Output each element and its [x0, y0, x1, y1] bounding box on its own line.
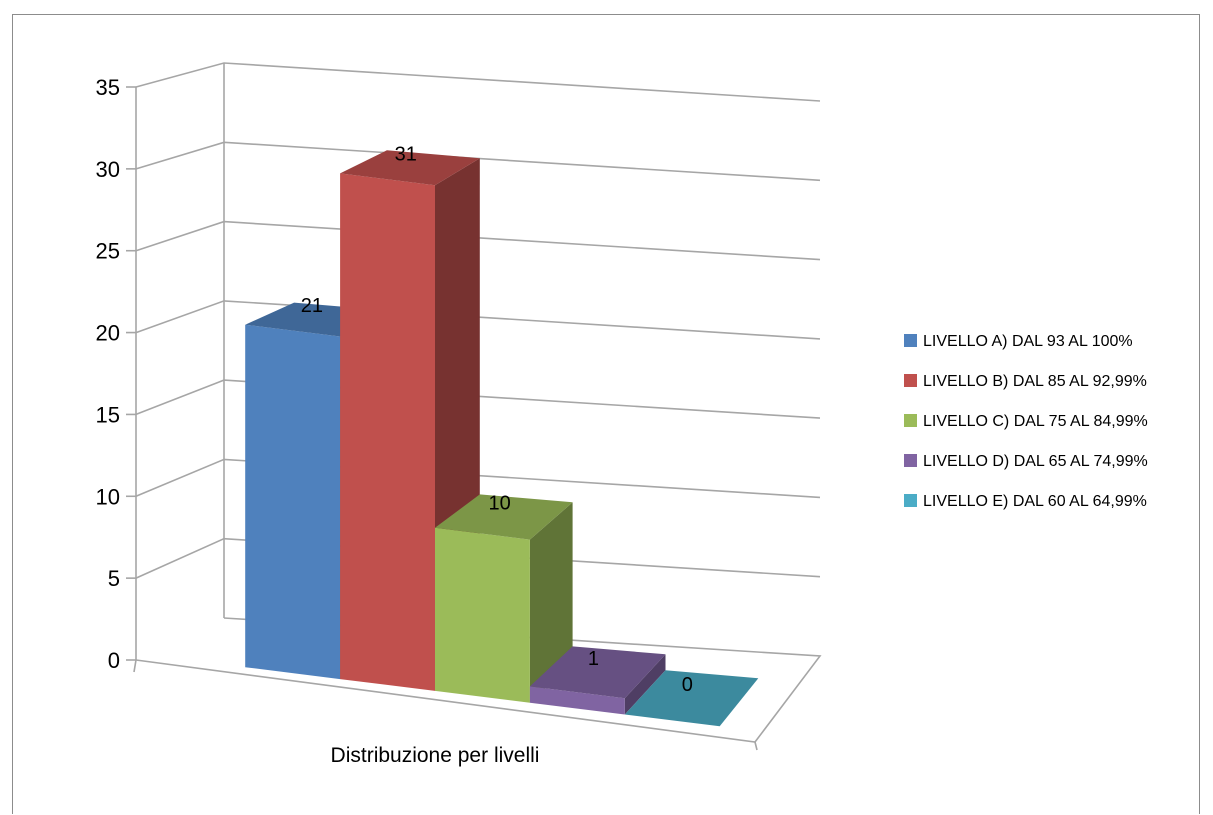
y-tick-label: 30: [96, 157, 120, 182]
bar-top: [529, 646, 666, 699]
gridline: [135, 141, 821, 182]
legend-label: LIVELLO E) DAL 60 AL 64,99%: [923, 493, 1147, 510]
bar-c: [435, 494, 573, 703]
y-tick-label: 10: [96, 484, 120, 509]
bar-e: [624, 670, 759, 727]
gridline: [135, 220, 821, 261]
data-label: 21: [301, 295, 323, 317]
x-axis-title: Distribuzione per livelli: [331, 744, 540, 767]
y-tick-label: 25: [96, 239, 120, 264]
y-tick-label: 0: [108, 648, 120, 673]
gridline: [135, 537, 821, 579]
legend-swatch: [904, 334, 917, 347]
bar-front: [245, 324, 341, 680]
legend-swatch: [904, 454, 917, 467]
gridline: [135, 379, 821, 419]
gridlines: [135, 62, 821, 579]
bar-top: [340, 150, 480, 186]
y-tick-label: 35: [96, 75, 120, 100]
floor-tick: [133, 659, 137, 673]
bar-d: [529, 646, 666, 715]
legend-label: LIVELLO B) DAL 85 AL 92,99%: [923, 373, 1147, 390]
bar-side: [529, 502, 573, 703]
data-label: 31: [395, 143, 417, 165]
bar-side: [624, 654, 666, 715]
data-label: 10: [488, 493, 510, 515]
bar-top: [624, 670, 759, 727]
gridline: [135, 300, 821, 340]
y-axis-ticks: 0 5 10 15 20 25 30 35: [96, 75, 136, 673]
floor-tick: [754, 741, 758, 751]
legend-label: LIVELLO C) DAL 75 AL 84,99%: [923, 413, 1148, 430]
legend: LIVELLO A) DAL 93 AL 100% LIVELLO B) DAL …: [904, 333, 1148, 510]
legend-label: LIVELLO D) DAL 65 AL 74,99%: [923, 453, 1148, 470]
bar-top: [435, 494, 573, 540]
bar-front: [529, 686, 625, 715]
legend-swatch: [904, 374, 917, 387]
y-tick-label: 5: [108, 566, 120, 591]
y-tick-label: 20: [96, 321, 120, 346]
legend-label: LIVELLO A) DAL 93 AL 100%: [923, 333, 1133, 350]
bars: [245, 150, 759, 727]
data-label: 0: [682, 674, 693, 696]
legend-swatch: [904, 414, 917, 427]
data-label: 1: [588, 648, 599, 670]
gridline: [135, 62, 821, 102]
gridline: [135, 458, 821, 499]
legend-swatch: [904, 494, 917, 507]
bar-front: [435, 527, 530, 703]
y-tick-label: 15: [96, 402, 120, 427]
bar-front: [340, 173, 435, 691]
